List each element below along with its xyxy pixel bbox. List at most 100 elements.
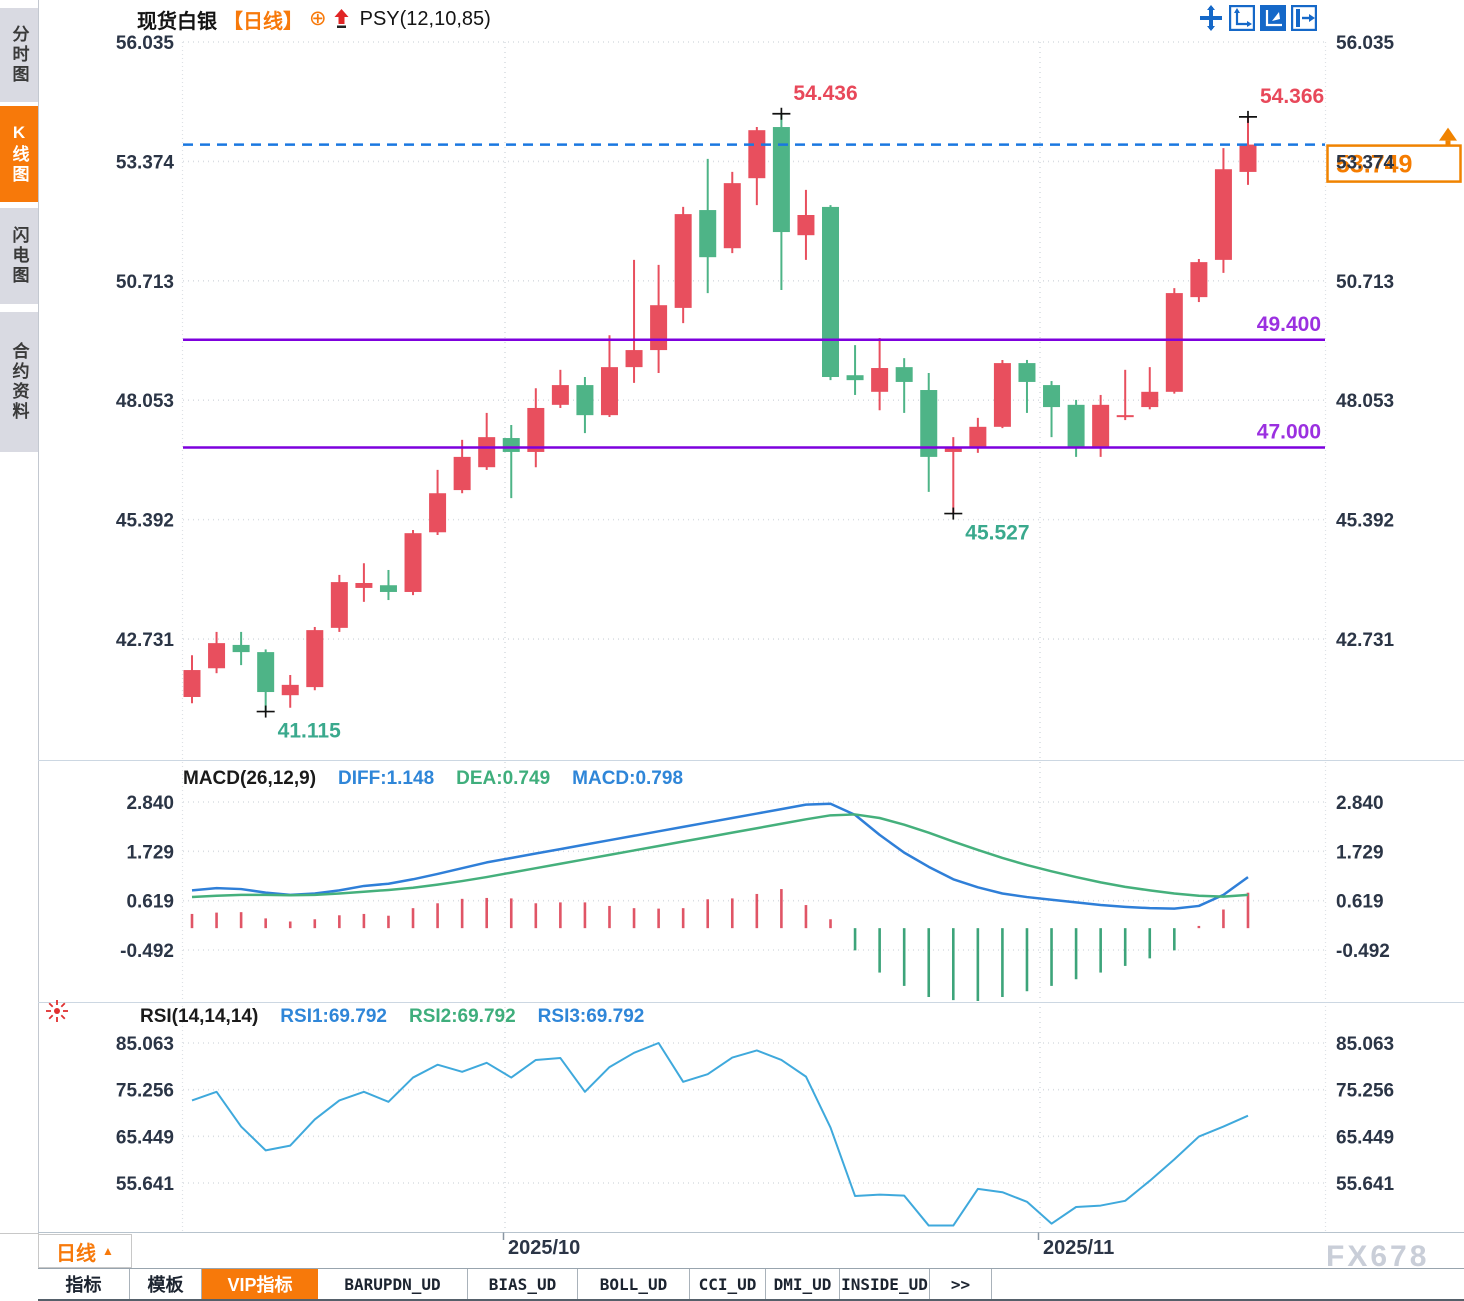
price-tag-arrow-icon bbox=[1439, 127, 1457, 141]
candle-body bbox=[625, 350, 643, 368]
candle-body bbox=[478, 437, 496, 468]
period-bracket[interactable]: 【日线】 bbox=[223, 10, 303, 33]
tab-dmi-ud[interactable]: DMI_UD bbox=[766, 1269, 840, 1299]
sidebar-tab-flash[interactable]: 闪电图 bbox=[0, 208, 38, 304]
chart-label: 49.400 bbox=[1257, 313, 1321, 336]
macd-hist-bar bbox=[1074, 928, 1078, 980]
rsi-line bbox=[191, 1042, 1249, 1227]
candle-body bbox=[306, 630, 324, 688]
pan-move-icon[interactable] bbox=[1198, 5, 1224, 31]
chart-label: 0.619 bbox=[126, 892, 174, 913]
rsi-name[interactable]: RSI(14,14,14) bbox=[140, 1006, 259, 1027]
tab-inside-ud[interactable]: INSIDE_UD bbox=[840, 1269, 930, 1299]
candle-body bbox=[183, 670, 201, 697]
chart-label: 75.256 bbox=[116, 1081, 174, 1102]
macd-dea-line bbox=[191, 813, 1249, 899]
chart-label: 47.000 bbox=[1257, 420, 1321, 443]
tab-vip-indicators[interactable]: VIP指标 bbox=[202, 1269, 318, 1299]
chart-title-row: 现货白银 【日线】 ⊕ PSY(12,10,85) bbox=[137, 5, 491, 33]
x-axis-date-november: 2025/11 bbox=[1043, 1237, 1115, 1259]
macd-hist-bar bbox=[1197, 925, 1201, 929]
tab-bias-ud[interactable]: BIAS_UD bbox=[468, 1269, 578, 1299]
indicator-label[interactable]: PSY(12,10,85) bbox=[359, 7, 491, 30]
candle-body bbox=[330, 582, 348, 628]
macd-hist-bar bbox=[387, 915, 390, 929]
chart-label: 53.374 bbox=[116, 152, 175, 173]
macd-hist-bar bbox=[632, 908, 636, 929]
chart-label: 2.840 bbox=[126, 793, 174, 814]
tab-more[interactable]: >> bbox=[930, 1269, 992, 1299]
rsi3-value: RSI3:69.792 bbox=[537, 1006, 645, 1027]
candle-body bbox=[969, 426, 987, 448]
candle-body bbox=[379, 585, 397, 592]
candle-body bbox=[257, 652, 275, 693]
add-overlay-icon[interactable]: ⊕ bbox=[309, 7, 327, 30]
indicator-settings-sun-icon[interactable] bbox=[45, 999, 69, 1023]
collapse-panel-icon[interactable] bbox=[1291, 5, 1317, 31]
macd-hist-bar bbox=[436, 903, 439, 929]
macd-name[interactable]: MACD(26,12,9) bbox=[183, 768, 317, 789]
chart-label: 75.256 bbox=[1336, 1081, 1394, 1102]
candle-body bbox=[453, 456, 471, 491]
sidebar-tab-timeline[interactable]: 分时图 bbox=[0, 8, 38, 102]
chart-label: 54.436 bbox=[793, 82, 857, 105]
chart-label: 1.729 bbox=[126, 842, 174, 863]
candle-body bbox=[1043, 385, 1061, 408]
macd-hist-bar bbox=[1050, 928, 1053, 986]
candle-body bbox=[895, 367, 913, 382]
chart-label: 45.527 bbox=[965, 522, 1029, 545]
candle-body bbox=[797, 215, 815, 236]
macd-hist-bar bbox=[780, 889, 783, 929]
chart-label: 1.729 bbox=[1336, 842, 1384, 863]
candle-body bbox=[674, 214, 692, 308]
chart-label: 85.063 bbox=[1336, 1034, 1394, 1055]
sidebar-tab-kline[interactable]: K线图 bbox=[0, 106, 38, 202]
candle-body bbox=[650, 305, 668, 351]
macd-hist-bar bbox=[1148, 928, 1152, 959]
macd-hist-bar bbox=[1099, 928, 1102, 973]
chart-label: -0.492 bbox=[1336, 941, 1390, 962]
chart-label: 2.840 bbox=[1336, 793, 1384, 814]
period-selector[interactable]: 日线 ▲ bbox=[38, 1234, 132, 1268]
tab-barupdn-ud[interactable]: BARUPDN_UD bbox=[318, 1269, 468, 1299]
chart-label: 50.713 bbox=[116, 272, 174, 293]
tab-indicators[interactable]: 指标 bbox=[38, 1269, 130, 1299]
macd-hist-bar bbox=[1001, 928, 1004, 998]
axes-zoom-icon[interactable] bbox=[1229, 5, 1255, 31]
candle-body bbox=[404, 533, 422, 592]
candle-body bbox=[772, 127, 790, 233]
price-tag-box[interactable] bbox=[1326, 144, 1462, 183]
candle-body bbox=[846, 375, 864, 381]
up-arrow-icon bbox=[334, 9, 349, 28]
macd-header: MACD(26,12,9) DIFF:1.148 DEA:0.749 MACD:… bbox=[183, 768, 683, 790]
macd-hist-bar bbox=[657, 908, 660, 929]
chart-label: 56.035 bbox=[1336, 33, 1395, 54]
macd-hist-bar bbox=[681, 908, 685, 929]
chart-label: 55.641 bbox=[1336, 1174, 1395, 1195]
tab-boll-ud[interactable]: BOLL_UD bbox=[578, 1269, 690, 1299]
tab-templates[interactable]: 模板 bbox=[130, 1269, 202, 1299]
macd-hist-bar bbox=[190, 913, 194, 929]
candle-body bbox=[871, 368, 889, 392]
sidebar-tab-contract-info[interactable]: 合约资料 bbox=[0, 312, 38, 452]
candle-body bbox=[600, 367, 618, 416]
macd-hist-bar bbox=[509, 898, 513, 929]
macd-hist-bar bbox=[338, 915, 341, 929]
period-arrow-icon: ▲ bbox=[102, 1244, 114, 1258]
candle-body bbox=[1018, 363, 1036, 382]
macd-hist-bar bbox=[313, 919, 317, 929]
price-tag-arrow-stem bbox=[1445, 140, 1451, 146]
candle-body bbox=[944, 447, 962, 452]
candle-body bbox=[748, 130, 766, 179]
macd-hist-bar bbox=[288, 921, 292, 929]
tab-cci-ud[interactable]: CCI_UD bbox=[690, 1269, 766, 1299]
macd-hist-bar bbox=[411, 908, 415, 929]
chart-label: 0.619 bbox=[1336, 892, 1384, 913]
macd-hist-bar bbox=[1222, 909, 1225, 929]
macd-hist-bar bbox=[583, 902, 587, 929]
chart-label: 42.731 bbox=[116, 630, 175, 651]
macd-hist-bar bbox=[976, 928, 980, 1002]
chart-mode-icon-active[interactable] bbox=[1260, 5, 1286, 31]
